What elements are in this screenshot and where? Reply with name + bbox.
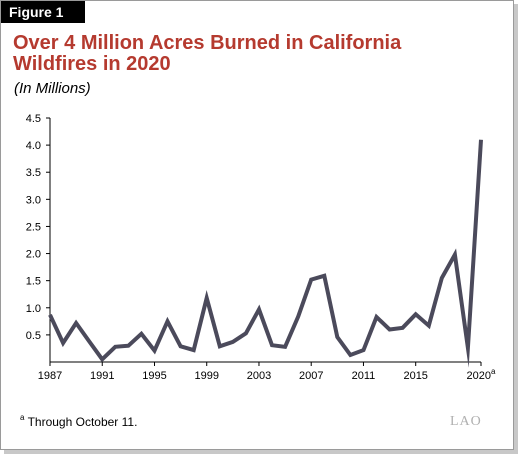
- footnote-marker: a: [20, 413, 25, 422]
- series-line: [48, 139, 483, 368]
- x-tick-label: 1995: [142, 370, 166, 382]
- series-line-group: [48, 139, 483, 368]
- x-tick-label: 1999: [194, 370, 218, 382]
- x-tick-label: 1987: [38, 370, 62, 382]
- x-tick-label: 2003: [247, 370, 271, 382]
- chart-title: Over 4 Million Acres Burned in Californi…: [13, 32, 402, 75]
- y-tick-label: 4.5: [26, 113, 41, 125]
- x-tick-label: 1991: [90, 370, 114, 382]
- y-tick-label: 0.5: [26, 330, 41, 342]
- y-axis: 0.5 1.0 1.5 2.0 2.5 3.0 3.5 4.0 4.5: [26, 113, 51, 362]
- footnote: a Through October 11.: [20, 413, 138, 429]
- y-tick-label: 1.0: [26, 303, 41, 315]
- x-axis: 1987 1991 1995 1999 2003 2007 2011 2015 2020a: [38, 361, 496, 382]
- figure-label: Figure 1: [1, 1, 86, 23]
- chart-subtitle: (In Millions): [14, 80, 91, 97]
- x-tick-superscript: a: [491, 367, 496, 376]
- y-tick-label: 2.0: [26, 249, 41, 261]
- y-tick-label: 3.0: [26, 194, 41, 206]
- x-tick-label: 2011: [352, 370, 376, 382]
- y-tick-label: 1.5: [26, 276, 41, 288]
- y-tick-label: 2.5: [26, 221, 41, 233]
- x-tick-label: 2015: [403, 370, 427, 382]
- footnote-text: Through October 11.: [27, 415, 138, 429]
- x-tick-label: 2020a: [467, 367, 496, 382]
- x-tick-label: 2007: [299, 370, 323, 382]
- y-tick-label: 3.5: [26, 167, 41, 179]
- lao-logo: LAO: [450, 414, 482, 429]
- figure-frame: Figure 1: [0, 0, 514, 450]
- y-tick-label: 4.0: [26, 140, 41, 152]
